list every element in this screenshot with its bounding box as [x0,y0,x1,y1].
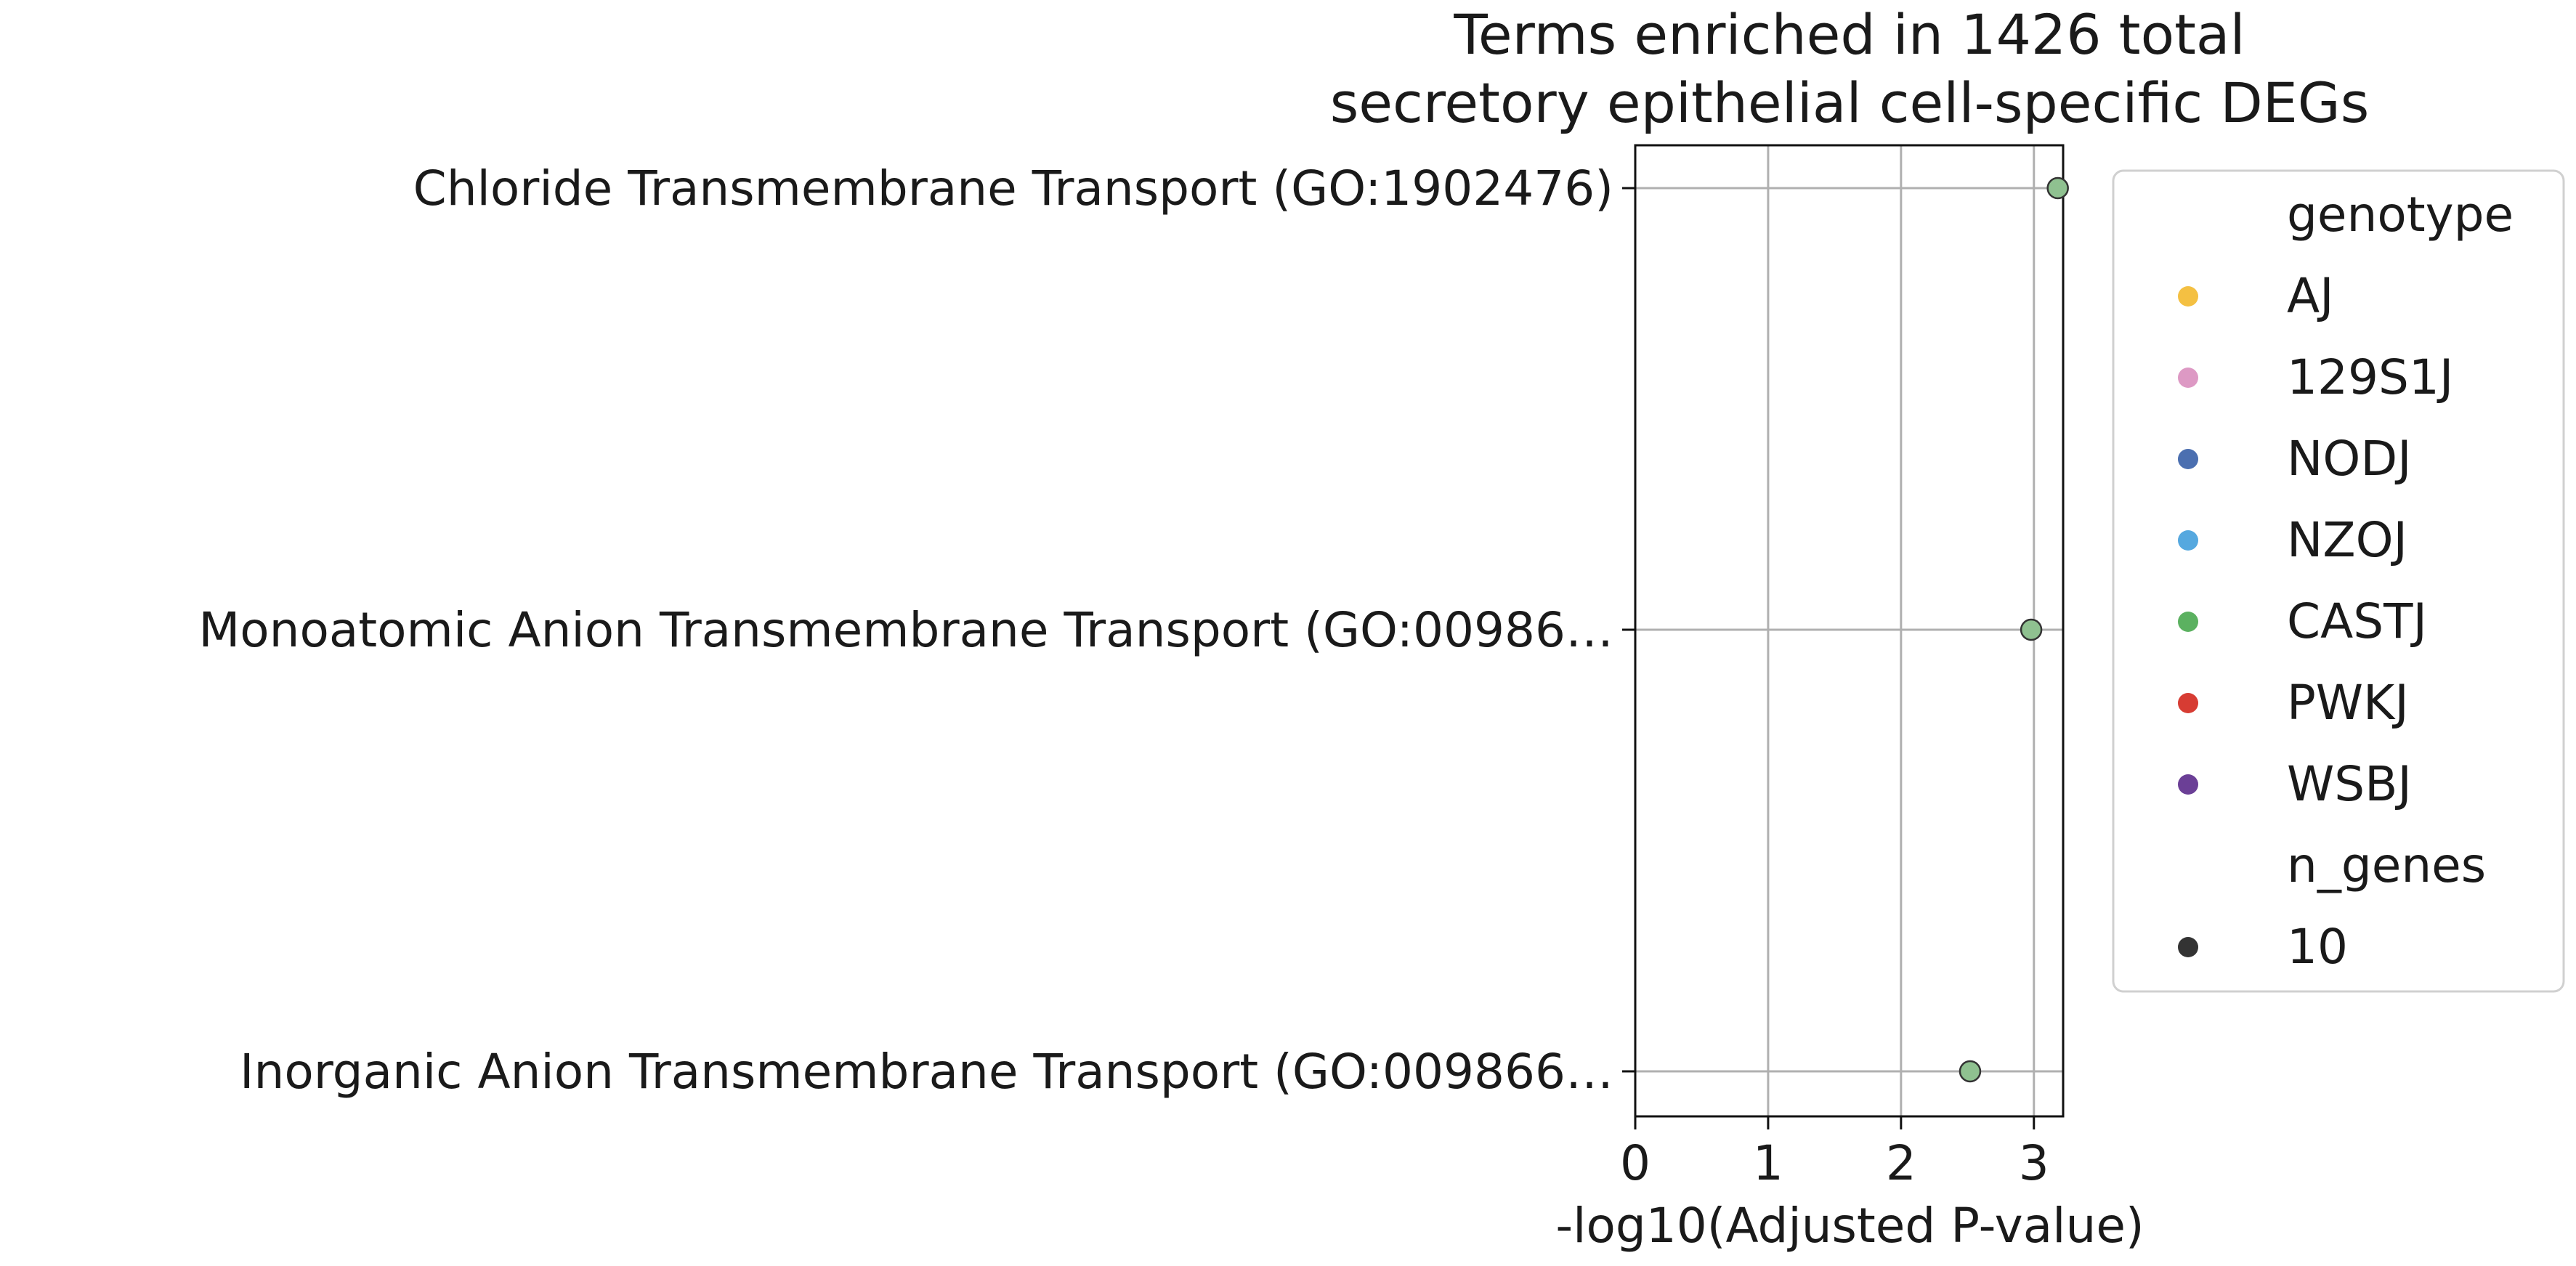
legend-marker [2178,612,2198,632]
legend-title-genotype: genotype [2287,187,2514,243]
legend-marker [2178,286,2198,307]
chart-title-line: Terms enriched in 1426 total [1453,2,2245,67]
legend-label: WSBJ [2287,756,2412,812]
legend-label: PWKJ [2287,675,2409,731]
legend-label: NZOJ [2287,512,2407,568]
term-lines [1635,187,2063,1073]
term-label: Inorganic Anion Transmembrane Transport … [240,1044,1613,1100]
legend-marker [2178,693,2198,713]
legend-label: CASTJ [2287,593,2427,649]
legend-marker [2178,449,2198,469]
legend-box [2112,169,2565,993]
legend-label: NODJ [2287,431,2412,487]
y-axis-labels: Chloride Transmembrane Transport (GO:190… [198,161,1635,1100]
legend-label: 10 [2287,919,2348,975]
data-point [2046,176,2069,200]
x-axis: 0 1 2 3 [1620,1116,2049,1191]
x-axis-label: -log10(Adjusted P-value) [1555,1198,2144,1254]
x-tick-label: 1 [1753,1135,1783,1191]
x-tick-label: 0 [1620,1135,1650,1191]
data-point [1959,1060,1982,1083]
legend-marker [2178,530,2198,551]
x-tick-label: 3 [2019,1135,2049,1191]
data-point [2020,618,2043,641]
legend-label: 129S1J [2287,349,2453,405]
chart-title-line: secretory epithelial cell-specific DEGs [1330,70,2370,135]
legend: genotype AJ 129S1J NODJ NZOJ CASTJ PWKJ WSBJ n_g… [2112,169,2565,993]
legend-marker [2178,774,2198,795]
term-label: Chloride Transmembrane Transport (GO:190… [413,161,1613,216]
legend-title-n-genes: n_genes [2287,837,2486,893]
legend-label: AJ [2287,268,2334,324]
term-label: Monoatomic Anion Transmembrane Transport… [198,602,1613,658]
legend-marker [2178,368,2198,388]
x-tick-label: 2 [1886,1135,1916,1191]
legend-size-marker [2178,937,2198,957]
data-points [1959,176,2069,1083]
